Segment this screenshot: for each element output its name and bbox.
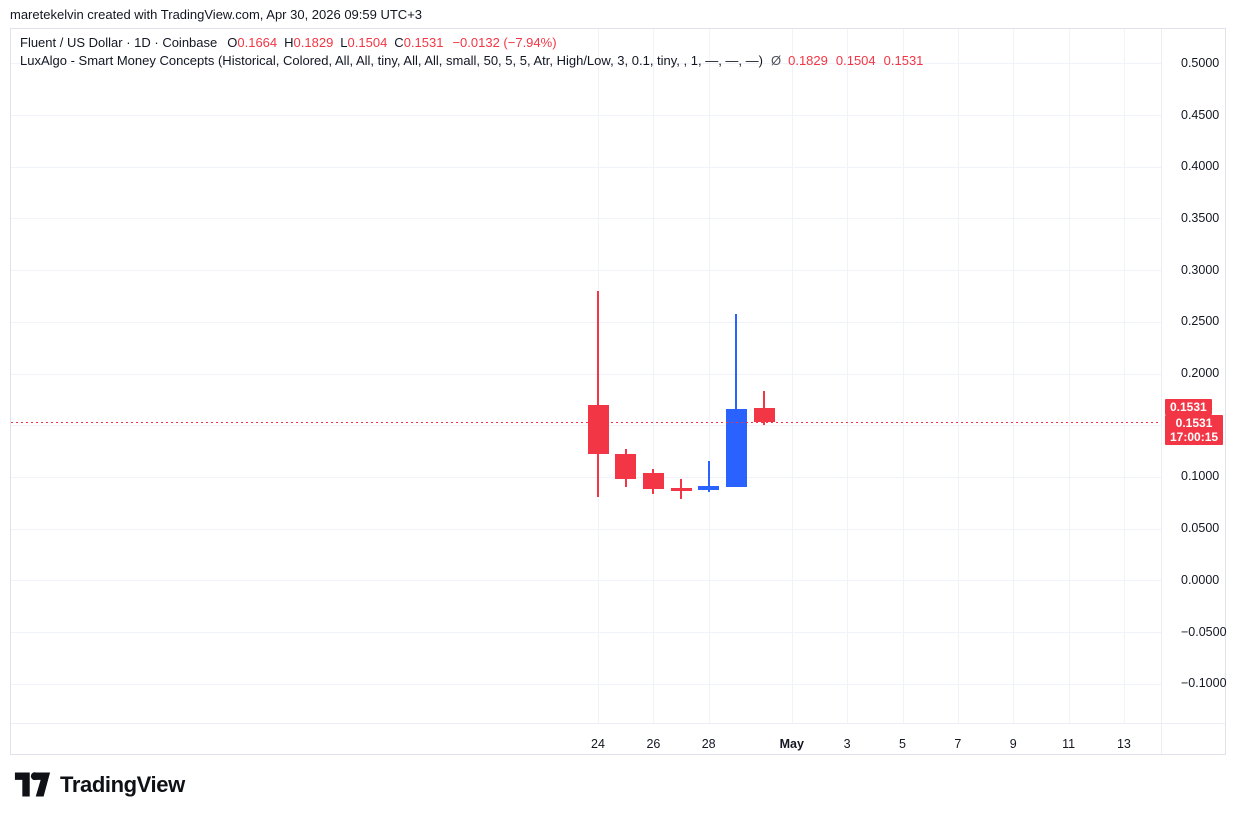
candle-body <box>725 408 747 488</box>
candle-wick <box>652 469 655 495</box>
candle-wick <box>680 478 683 499</box>
candle-wick <box>707 461 710 492</box>
indicator-price-badge: 0.1531 <box>1165 398 1212 415</box>
x-axis-tick-label: 26 <box>646 737 661 751</box>
y-axis-tick-label: 0.3500 <box>1181 210 1220 225</box>
vertical-gridline <box>957 29 959 723</box>
candle-body <box>615 453 637 479</box>
price-axis[interactable]: 0.5000 0.4500 0.4000 0.3500 0.3000 0.2500 0.20… <box>11 29 1227 754</box>
low-letter: L <box>340 35 348 50</box>
open-value: 0.1664 <box>237 35 278 50</box>
vertical-gridline <box>902 29 904 723</box>
chart-widget[interactable]: 0.5000 0.4500 0.4000 0.3500 0.3000 0.2500 0.20… <box>10 28 1227 755</box>
horizontal-gridline <box>11 528 1161 530</box>
vertical-gridline <box>1013 29 1015 723</box>
y-axis-tick-label: 0.1000 <box>1181 469 1220 484</box>
price-line-layer <box>11 29 1225 754</box>
candle-body <box>642 472 664 490</box>
horizontal-gridline <box>11 321 1161 323</box>
tradingview-logo-text: TradingView <box>60 771 185 797</box>
horizontal-gridline <box>11 218 1161 220</box>
horizontal-gridline <box>11 425 1161 427</box>
high-value: 0.1829 <box>293 35 334 50</box>
candlestick-series <box>11 29 1225 754</box>
y-axis-tick-label: 0.0500 <box>1181 521 1220 536</box>
y-axis-tick-label: 0.5000 <box>1181 55 1220 70</box>
grid-layer <box>11 29 1225 754</box>
close-letter: C <box>394 35 404 50</box>
y-axis-tick-label: −0.0500 <box>1181 624 1227 639</box>
candle-body <box>587 404 609 454</box>
vertical-gridline <box>791 29 793 723</box>
vertical-gridline <box>1068 29 1070 723</box>
tradingview-logo-icon <box>14 770 51 799</box>
candle-body <box>753 408 775 423</box>
y-axis-tick-label: −0.1000 <box>1181 676 1227 691</box>
change-value: −0.0132 (−7.94%) <box>452 35 557 50</box>
chart-legend: Fluent / US Dollar · 1D · Coinbase O0.166… <box>20 34 923 70</box>
x-axis-tick-label: 3 <box>843 737 851 751</box>
symbol-legend-row[interactable]: Fluent / US Dollar · 1D · Coinbase O0.166… <box>20 34 923 51</box>
indicator-value-high: 0.1829 <box>788 53 828 68</box>
x-axis-tick-label: 24 <box>591 737 605 751</box>
symbol-title: Fluent / US Dollar · 1D · Coinbase <box>20 35 218 50</box>
y-axis-tick-label: 0.4000 <box>1181 159 1220 174</box>
x-axis-tick-label: 28 <box>701 737 716 751</box>
x-axis-tick-label: 5 <box>899 737 906 751</box>
horizontal-gridline <box>11 115 1161 116</box>
time-axis-separator <box>11 723 1225 724</box>
horizontal-gridline <box>11 270 1161 272</box>
y-axis-tick-label: 0.2000 <box>1181 366 1220 380</box>
vertical-gridline <box>1123 29 1125 723</box>
x-axis-tick-label: 9 <box>1009 737 1017 751</box>
candle-wick <box>763 391 766 425</box>
candle-body <box>698 486 720 491</box>
candle-wick <box>597 291 599 497</box>
attribution-text: maretekelvin created with TradingView.co… <box>10 7 423 22</box>
horizontal-gridline <box>11 166 1161 168</box>
low-value: 0.1504 <box>347 35 388 50</box>
horizontal-gridline <box>11 580 1161 582</box>
x-axis-tick-label: 7 <box>954 737 962 751</box>
vertical-gridline <box>708 29 710 723</box>
last-price-countdown-badge: 0.1531 17:00:15 <box>1165 414 1224 445</box>
price-axis-separator <box>1161 29 1162 754</box>
horizontal-gridline <box>11 683 1161 685</box>
y-axis-tick-label: 0.2500 <box>1181 314 1220 329</box>
vertical-gridline <box>653 29 655 723</box>
x-axis-tick-label: 13 <box>1116 737 1131 751</box>
y-axis-tick-label: 0.0000 <box>1181 572 1220 587</box>
candle-wick <box>624 448 627 488</box>
indicator-title: LuxAlgo - Smart Money Concepts (Historic… <box>20 53 763 68</box>
open-letter: O <box>227 35 238 50</box>
tradingview-logo[interactable]: TradingView <box>14 770 185 799</box>
indicator-legend-row[interactable]: LuxAlgo - Smart Money Concepts (Historic… <box>20 52 923 69</box>
indicator-value-low: 0.1504 <box>835 53 876 68</box>
horizontal-gridline <box>11 632 1161 633</box>
vertical-gridline <box>598 29 599 723</box>
candle-body <box>670 487 692 491</box>
horizontal-gridline <box>11 476 1161 478</box>
close-value: 0.1531 <box>403 35 444 50</box>
candle-wick <box>735 313 738 488</box>
vertical-gridline <box>847 29 849 723</box>
average-symbol: Ø <box>770 53 782 68</box>
bar-countdown: 17:00:15 <box>1170 429 1219 444</box>
high-letter: H <box>284 35 294 50</box>
last-price-line <box>11 422 1161 423</box>
x-axis-tick-label: May <box>779 737 804 751</box>
y-axis-tick-label: 0.3000 <box>1181 262 1220 277</box>
y-axis-tick-label: 0.4500 <box>1181 107 1220 122</box>
x-axis-tick-label: 11 <box>1062 737 1076 751</box>
indicator-value-close: 0.1531 <box>883 53 924 68</box>
time-axis[interactable]: 24 26 28 May 3 5 7 9 11 13 <box>11 29 1225 754</box>
last-price-value: 0.1531 <box>1175 415 1213 430</box>
horizontal-gridline <box>11 373 1161 375</box>
